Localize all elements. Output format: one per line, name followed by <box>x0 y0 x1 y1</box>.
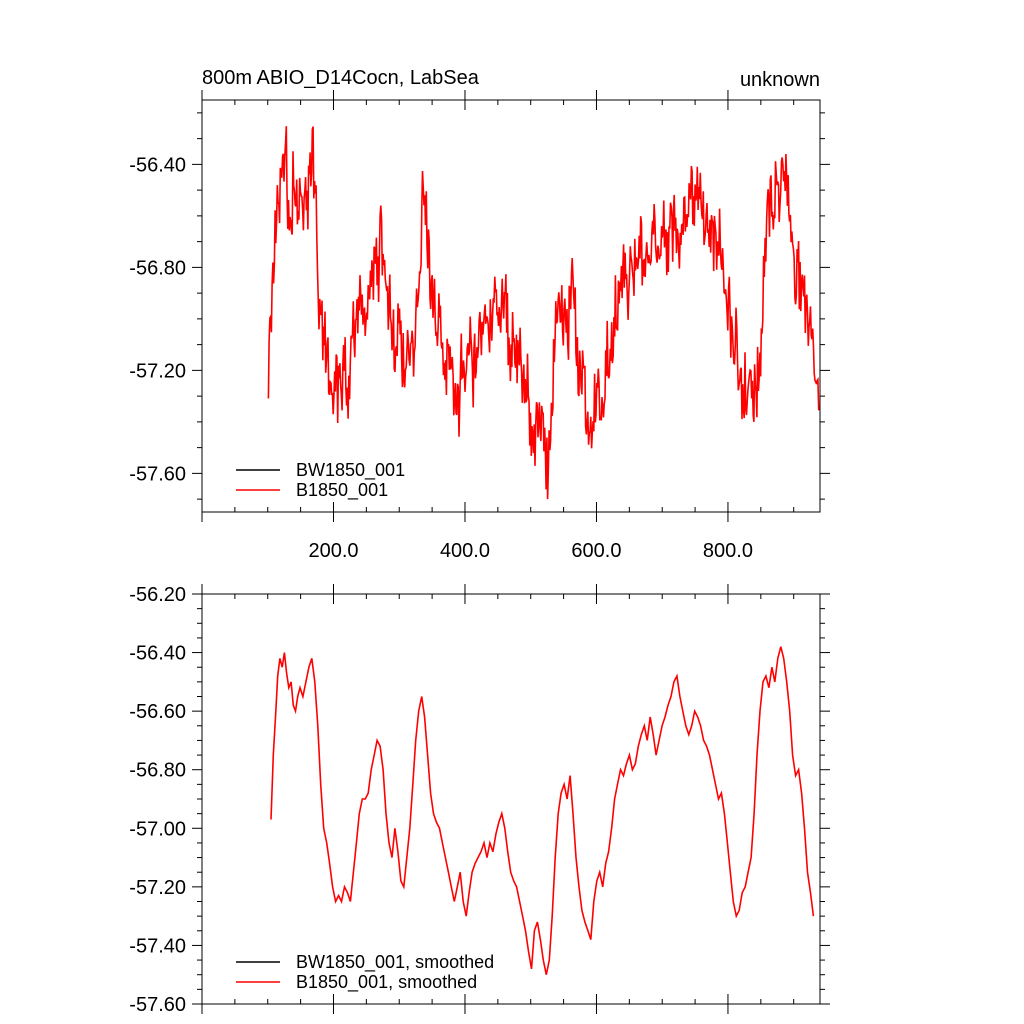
y-tick-label: -56.60 <box>129 701 186 723</box>
y-tick-label: -56.80 <box>129 257 186 279</box>
legend-label: BW1850_001 <box>296 460 405 481</box>
legend-label: B1850_001 <box>296 480 388 501</box>
y-tick-label: -57.00 <box>129 818 186 840</box>
y-tick-label: -57.20 <box>129 360 186 382</box>
x-tick-label: 600.0 <box>571 540 621 562</box>
y-tick-label: -56.20 <box>129 584 186 606</box>
x-tick-label: 200.0 <box>308 540 358 562</box>
series-line <box>270 646 815 975</box>
y-tick-label: -56.80 <box>129 760 186 782</box>
plot-frame <box>201 99 821 513</box>
chart-subtitle-right: unknown <box>740 69 820 91</box>
series-line <box>267 126 820 500</box>
x-tick-label: 400.0 <box>440 540 490 562</box>
y-tick-label: -57.40 <box>129 935 186 957</box>
y-tick-label: -57.60 <box>129 463 186 485</box>
y-tick-label: -56.40 <box>129 643 186 665</box>
plot-frame <box>201 593 821 1005</box>
legend-label: BW1850_001, smoothed <box>296 952 494 973</box>
chart-title: 800m ABIO_D14Cocn, LabSea <box>202 67 480 89</box>
x-tick-label: 800.0 <box>703 540 753 562</box>
y-tick-label: -57.60 <box>129 994 186 1016</box>
bottom-panel: -56.20 -56.40 -56.60 -56.80 -57.00 -57.20 -57.… <box>129 584 830 1016</box>
top-panel: 200.0 400.0 600.0 800.0 -56.40 -56.80 -57.20 -5… <box>129 67 830 562</box>
y-tick-label: -57.20 <box>129 877 186 899</box>
legend-label: B1850_001, smoothed <box>296 972 477 993</box>
y-tick-label: -56.40 <box>129 154 186 176</box>
